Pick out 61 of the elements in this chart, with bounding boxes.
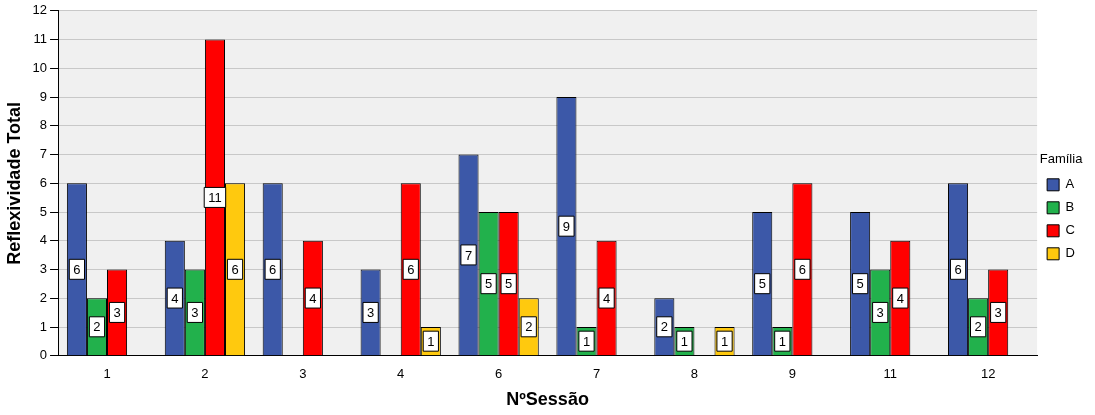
y-tick-label: 2 xyxy=(39,289,48,305)
data-label: 6 xyxy=(73,261,81,277)
x-tick-label: 2 xyxy=(201,366,209,382)
y-tick-label: 6 xyxy=(39,174,48,190)
data-label: 2 xyxy=(525,319,533,335)
x-axis-title: NºSessão xyxy=(506,389,589,410)
x-tick-label: 4 xyxy=(397,366,405,382)
data-label: 4 xyxy=(896,290,904,306)
x-tick-label: 1 xyxy=(103,366,111,382)
y-tick-label: 4 xyxy=(39,232,48,248)
data-label: 5 xyxy=(484,276,493,292)
data-label: 4 xyxy=(309,290,317,306)
y-tick-label: 11 xyxy=(33,31,48,47)
x-tick-label: 6 xyxy=(495,366,503,382)
data-label: 3 xyxy=(994,305,1002,320)
x-tick-label: 12 xyxy=(980,366,996,382)
y-tick-label: 10 xyxy=(32,59,48,75)
legend-label: A xyxy=(1065,176,1075,192)
x-tick-label: 9 xyxy=(788,366,796,382)
legend-title: Família xyxy=(1039,150,1084,166)
x-tick-label: 8 xyxy=(690,366,699,382)
data-label: 5 xyxy=(505,276,513,292)
data-label: 11 xyxy=(208,190,222,205)
y-tick-label: 1 xyxy=(39,318,48,334)
legend-label: C xyxy=(1065,222,1075,238)
data-label: 1 xyxy=(680,333,689,349)
data-label: 2 xyxy=(660,319,668,335)
x-tick-label: 11 xyxy=(883,366,897,382)
y-tick-label: 8 xyxy=(39,117,48,133)
y-tick-label: 12 xyxy=(32,2,48,18)
y-tick-label: 5 xyxy=(39,203,48,219)
data-label: 2 xyxy=(974,319,982,335)
data-label: 4 xyxy=(171,290,179,306)
legend-label: B xyxy=(1065,199,1075,215)
y-tick-label: 9 xyxy=(39,88,48,104)
data-label: 5 xyxy=(856,276,864,292)
data-label: 3 xyxy=(367,305,375,320)
y-tick-label: 3 xyxy=(39,261,48,277)
data-label: 7 xyxy=(464,247,473,263)
data-label: 6 xyxy=(954,261,962,277)
y-axis-title: Reflexividade Total xyxy=(3,101,24,265)
x-tick-label: 3 xyxy=(299,366,307,382)
data-label: 3 xyxy=(191,305,199,320)
data-label: 4 xyxy=(602,290,611,306)
data-label: 1 xyxy=(582,333,591,349)
data-label: 2 xyxy=(93,319,101,335)
y-tick-label: 0 xyxy=(39,347,48,363)
data-label: 6 xyxy=(407,261,415,277)
x-tick-label: 7 xyxy=(592,366,601,382)
data-label: 3 xyxy=(113,305,121,320)
data-label: 3 xyxy=(876,305,884,320)
data-label: 1 xyxy=(427,333,435,349)
data-label: 6 xyxy=(269,261,277,277)
legend-label: D xyxy=(1065,245,1075,261)
data-label: 1 xyxy=(720,333,729,349)
y-tick-label: 7 xyxy=(39,146,48,162)
data-label: 6 xyxy=(798,261,806,277)
data-label: 1 xyxy=(778,333,786,349)
data-label: 6 xyxy=(231,261,239,277)
data-label: 9 xyxy=(562,218,571,234)
data-label: 5 xyxy=(758,276,766,292)
